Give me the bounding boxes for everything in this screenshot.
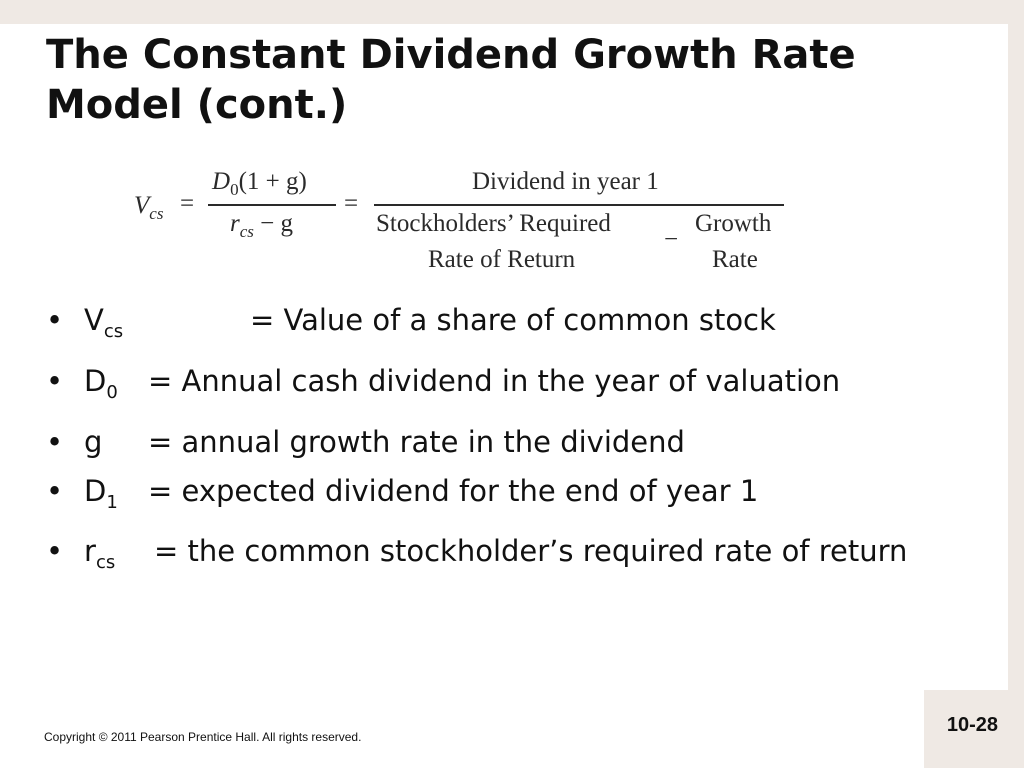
definition-text: = annual growth rate in the dividend — [148, 424, 685, 459]
term-g: g — [84, 422, 148, 462]
formula-lhs-sub: cs — [149, 204, 164, 223]
definition-text: = expected dividend for the end of year … — [148, 473, 759, 508]
bullet-dot: • — [46, 303, 64, 337]
formula-den1-rest: − g — [253, 210, 294, 237]
formula-den2-left-2: Rate of Return — [428, 246, 576, 273]
definition-text: = the common stockholder’s required rate… — [154, 534, 908, 569]
formula-den1-var: r — [230, 210, 240, 237]
list-item: • g = annual growth rate in the dividend — [46, 422, 966, 462]
fraction-bar-1 — [208, 204, 336, 206]
valuation-formula: Vcs = D0(1 + g) rcs − g = Dividend in ye… — [134, 164, 794, 276]
formula-den2-left-1: Stockholders’ Required — [376, 210, 611, 237]
term-subscript: cs — [95, 552, 116, 574]
formula-num1-sub: 0 — [230, 180, 239, 199]
formula-minus: − — [664, 226, 679, 253]
term-subscript: cs — [103, 320, 124, 342]
formula-numerator-2: Dividend in year 1 — [472, 168, 659, 195]
formula-den2-right-2: Rate — [712, 246, 758, 273]
definitions-list: • Vcs = Value of a share of common stock … — [46, 300, 966, 592]
formula-num1-var: D — [212, 168, 231, 195]
right-band — [1008, 0, 1024, 768]
formula-eq-2: = — [344, 190, 359, 217]
bullet-dot: • — [46, 473, 64, 508]
definition-text: = Value of a share of common stock — [250, 303, 776, 337]
top-band — [0, 0, 1024, 24]
page-number-box — [924, 690, 1024, 768]
term-d0: D0 — [84, 361, 148, 413]
list-item: • rcs = the common stockholder’s required… — [46, 531, 966, 583]
term-symbol: r — [84, 534, 96, 569]
term-symbol: D — [84, 473, 107, 508]
formula-denominator-1: rcs − g — [230, 210, 293, 242]
term-subscript: 1 — [106, 491, 118, 513]
copyright-notice: Copyright © 2011 Pearson Prentice Hall. … — [44, 730, 362, 744]
formula-den2-right-1: Growth — [695, 210, 772, 237]
term-rcs: rcs — [84, 531, 154, 583]
list-item: • D1 = expected dividend for the end of y… — [46, 471, 966, 523]
term-symbol: V — [84, 303, 104, 337]
formula-eq-1: = — [180, 190, 195, 217]
list-item: • D0 = Annual cash dividend in the year o… — [46, 361, 966, 413]
page-number: 10-28 — [946, 714, 998, 736]
formula-den1-sub: cs — [239, 222, 254, 241]
formula-lhs-var: V — [134, 192, 150, 219]
slide-title: The Constant Dividend Growth Rate Model … — [46, 32, 856, 128]
list-item: • Vcs = Value of a share of common stock — [46, 300, 966, 352]
term-d1: D1 — [84, 471, 148, 523]
term-symbol: D — [84, 363, 107, 398]
formula-num1-rest: (1 + g) — [238, 168, 307, 195]
definition-text: = Annual cash dividend in the year of va… — [148, 363, 841, 398]
formula-numerator-1: D0(1 + g) — [212, 168, 307, 200]
term-vcs: Vcs — [84, 300, 250, 352]
formula-lhs: Vcs — [134, 192, 163, 224]
term-subscript: 0 — [106, 381, 118, 403]
bullet-dot: • — [46, 534, 64, 569]
bullet-dot: • — [46, 363, 64, 398]
fraction-bar-2 — [374, 204, 784, 206]
term-symbol: g — [84, 424, 103, 459]
bullet-dot: • — [46, 424, 64, 459]
